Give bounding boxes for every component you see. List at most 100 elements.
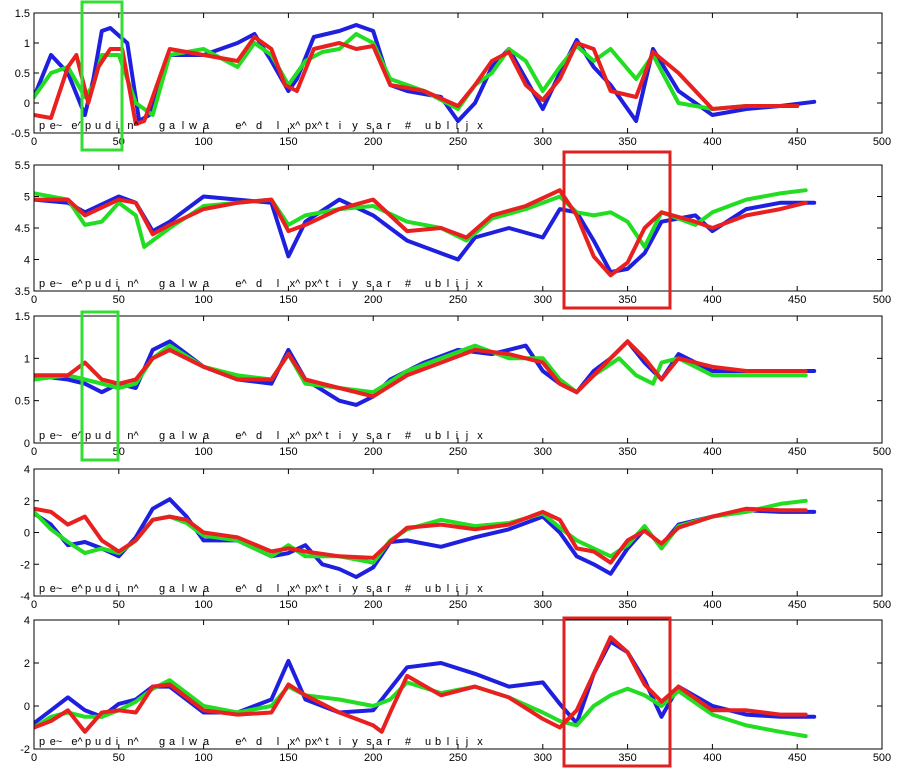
x-tick-label: 0 — [31, 294, 37, 306]
x-tick-label: 450 — [788, 752, 806, 764]
y-tick-label: 1 — [24, 353, 30, 365]
phone-label: s — [366, 120, 372, 132]
phone-label: p — [305, 430, 311, 442]
y-tick-label: 4 — [24, 464, 30, 476]
x-tick-label: 250 — [449, 446, 467, 458]
phone-label: j — [465, 736, 468, 748]
phone-label: i — [456, 278, 458, 290]
phone-label: # — [405, 736, 412, 748]
phone-label: d — [105, 120, 111, 132]
phone-label: x^ — [290, 120, 302, 132]
phone-label: a — [376, 278, 383, 290]
x-tick-label: 200 — [364, 752, 382, 764]
x-tick-label: 450 — [788, 294, 806, 306]
phone-label: r — [387, 430, 391, 442]
x-tick-label: 250 — [449, 599, 467, 611]
phone-label: t — [325, 736, 328, 748]
x-tick-label: 0 — [31, 599, 37, 611]
phone-label: i — [456, 120, 458, 132]
series-line-blue — [34, 194, 817, 275]
panel-2: 0 50 100 150 200 250 300 350 400 450 500 3.5 4 4.5 5 5.… — [15, 160, 891, 306]
phone-label: n^ — [127, 736, 139, 748]
phone-label: j — [465, 278, 468, 290]
series-line-red — [34, 506, 808, 565]
phone-label: x^ — [312, 120, 324, 132]
highlight-box-red-2 — [562, 616, 672, 768]
x-tick-label: 0 — [31, 136, 37, 148]
phone-label: e^ — [71, 583, 83, 595]
phone-label: l — [447, 583, 449, 595]
x-tick-label: 400 — [703, 446, 721, 458]
phone-label: l — [277, 120, 279, 132]
phone-label: e^ — [235, 583, 247, 595]
x-tick-label: 500 — [873, 446, 891, 458]
phone-label: s — [366, 278, 372, 290]
y-tick-label: 0 — [24, 528, 30, 540]
phone-label: d — [256, 583, 262, 595]
phone-label: b — [435, 120, 441, 132]
phone-label: u — [95, 736, 101, 748]
phone-label: p — [85, 736, 91, 748]
phone-label: x^ — [312, 278, 324, 290]
phone-label: d — [256, 430, 262, 442]
phone-label: n^ — [127, 430, 139, 442]
x-tick-label: 450 — [788, 446, 806, 458]
phone-label: u — [95, 278, 101, 290]
phone-label: p — [305, 736, 311, 748]
phone-label: g — [159, 120, 165, 132]
phone-label: a — [203, 583, 210, 595]
phone-label: a — [203, 278, 210, 290]
phone-label: b — [435, 430, 441, 442]
phone-label: i — [339, 430, 341, 442]
y-tick-label: -2 — [20, 559, 30, 571]
y-tick-label: 0.5 — [15, 68, 30, 80]
series-line-green — [34, 188, 808, 249]
y-tick-label: 1 — [24, 38, 30, 50]
phone-label: n^ — [127, 120, 139, 132]
phone-label: j — [465, 430, 468, 442]
y-tick-label: 3.5 — [15, 286, 30, 298]
series-line-red — [34, 339, 808, 399]
phone-label: u — [425, 736, 431, 748]
phone-label: e^ — [235, 278, 247, 290]
phone-label: i — [116, 736, 118, 748]
y-tick-label: 1.5 — [15, 8, 30, 20]
phone-label: e^ — [235, 120, 247, 132]
series-line-red — [34, 188, 808, 278]
x-tick-label: 250 — [449, 294, 467, 306]
x-tick-label: 100 — [194, 294, 212, 306]
phone-label: x — [477, 583, 483, 595]
x-tick-label: 300 — [534, 136, 552, 148]
phone-label: x — [477, 120, 483, 132]
phone-label: d — [105, 278, 111, 290]
x-tick-label: 0 — [31, 752, 37, 764]
x-tick-label: 500 — [873, 752, 891, 764]
phone-label: y — [352, 278, 358, 290]
phone-label: a — [169, 736, 176, 748]
phone-label: x^ — [312, 430, 324, 442]
phone-label: p — [85, 430, 91, 442]
phone-label: i — [339, 278, 341, 290]
x-tick-label: 400 — [703, 599, 721, 611]
phone-label: u — [425, 120, 431, 132]
x-tick-label: 500 — [873, 136, 891, 148]
x-tick-label: 100 — [194, 752, 212, 764]
phone-label: i — [339, 120, 341, 132]
y-tick-label: 5 — [24, 192, 30, 204]
highlight-boxes — [80, 0, 672, 768]
phone-label: # — [405, 583, 412, 595]
y-tick-label: 5.5 — [15, 160, 30, 172]
phone-label: u — [95, 120, 101, 132]
highlight-box-green-2 — [80, 310, 120, 462]
y-tick-label: 0.5 — [15, 396, 30, 408]
y-tick-label: 0 — [24, 438, 30, 450]
phone-label: g — [159, 430, 165, 442]
phone-label: e~ — [50, 120, 63, 132]
highlight-box-red-1 — [562, 150, 672, 310]
phone-label: u — [95, 430, 101, 442]
x-tick-label: 450 — [788, 599, 806, 611]
y-tick-label: -4 — [20, 591, 30, 603]
phone-label: s — [366, 736, 372, 748]
x-tick-label: 150 — [279, 446, 297, 458]
